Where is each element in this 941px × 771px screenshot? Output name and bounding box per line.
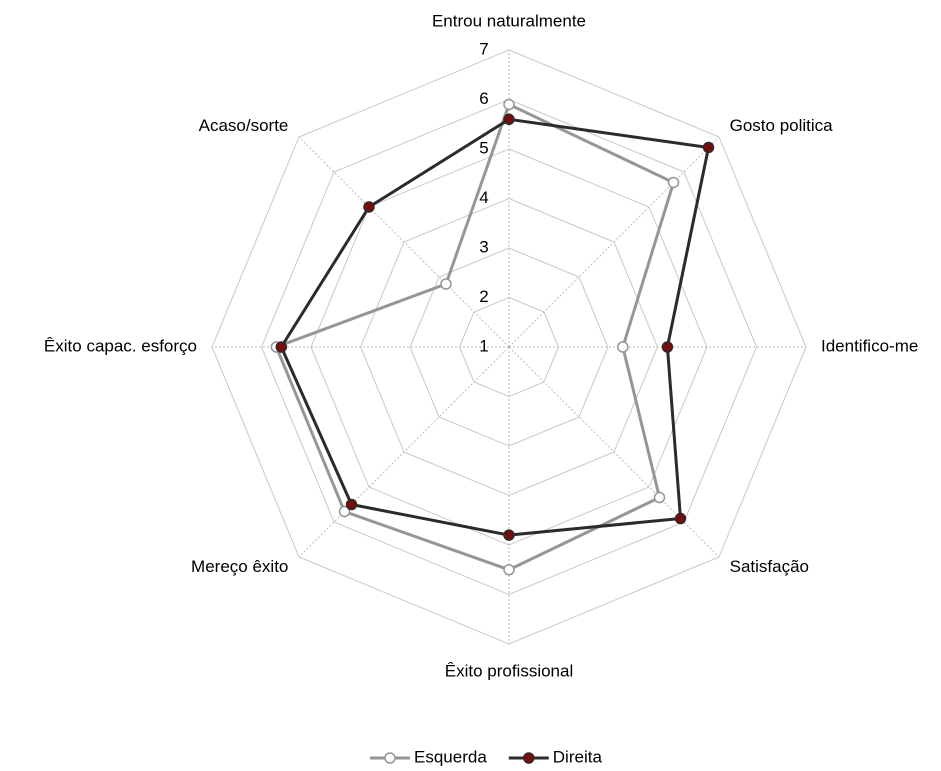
marker [503, 113, 515, 126]
legend-marker [523, 752, 535, 764]
category-label: Identifico-me [821, 336, 918, 355]
category-label: Acaso/sorte [199, 116, 289, 135]
category-label: Satisfação [730, 557, 809, 576]
r-tick-label: 7 [479, 39, 488, 58]
spoke [298, 346, 510, 558]
marker [363, 201, 375, 213]
marker [503, 98, 515, 111]
r-tick-label: 5 [479, 138, 488, 157]
spoke [298, 136, 510, 348]
r-tick-label: 6 [479, 89, 488, 108]
category-label: Mereço êxito [191, 557, 288, 576]
marker [667, 176, 680, 189]
marker [653, 491, 666, 504]
legend-marker [384, 752, 396, 764]
r-tick-label: 3 [479, 237, 488, 256]
series-line [279, 117, 711, 537]
legend-label: Direita [553, 747, 603, 766]
spoke [508, 136, 720, 348]
category-label: Êxito capac. esforço [44, 336, 197, 355]
category-label: Êxito profissional [445, 661, 574, 680]
marker [674, 512, 687, 525]
r-tick-label: 4 [479, 188, 488, 207]
grid-ring [260, 98, 758, 596]
marker [617, 341, 629, 353]
marker [702, 141, 715, 154]
marker [345, 498, 358, 511]
marker [338, 505, 351, 518]
marker [503, 529, 515, 541]
category-label: Gosto politica [730, 116, 834, 135]
r-tick-label: 1 [479, 336, 488, 355]
marker [661, 341, 674, 353]
spoke [508, 346, 720, 558]
r-tick-label: 2 [479, 287, 488, 306]
marker [503, 564, 515, 576]
marker [440, 278, 452, 290]
grid-ring [409, 247, 609, 447]
marker [275, 341, 288, 353]
category-label: Entrou naturalmente [432, 11, 586, 30]
legend-label: Esquerda [414, 747, 487, 766]
